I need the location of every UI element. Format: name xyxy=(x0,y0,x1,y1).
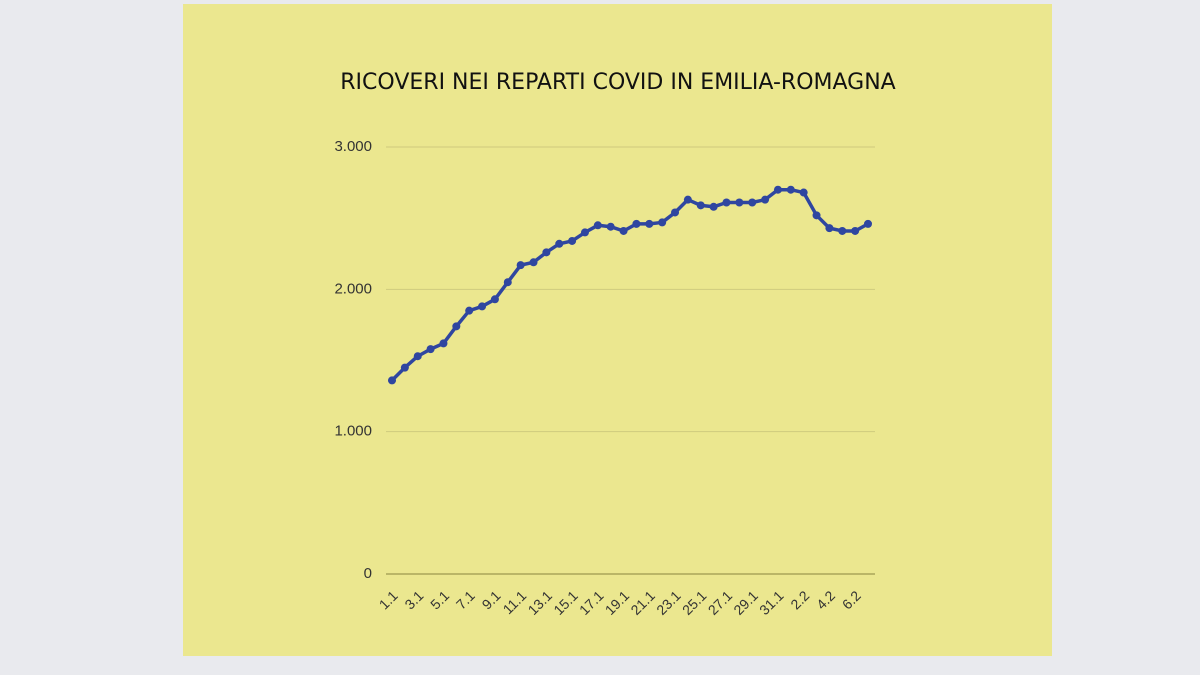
data-point xyxy=(606,222,615,231)
chart-panel xyxy=(183,4,1052,656)
data-point xyxy=(683,195,692,204)
data-point xyxy=(619,226,628,235)
data-point xyxy=(658,218,667,227)
data-point xyxy=(478,302,487,311)
y-tick-label: 2.000 xyxy=(334,280,372,297)
data-point xyxy=(542,248,551,257)
data-point xyxy=(555,239,564,248)
data-point xyxy=(825,224,834,233)
y-tick-label: 0 xyxy=(364,565,372,582)
data-point xyxy=(465,306,474,315)
data-point xyxy=(439,339,448,348)
data-point xyxy=(400,363,409,372)
data-point xyxy=(671,208,680,217)
data-point xyxy=(786,185,795,194)
data-point xyxy=(696,201,705,210)
data-point xyxy=(529,258,538,267)
data-point xyxy=(748,198,757,207)
data-point xyxy=(632,219,641,228)
data-point xyxy=(722,198,731,207)
data-point xyxy=(426,345,435,354)
data-point xyxy=(851,226,860,235)
data-point xyxy=(773,185,782,194)
data-point xyxy=(838,226,847,235)
data-point xyxy=(388,376,396,385)
data-point xyxy=(864,219,872,228)
y-tick-label: 3.000 xyxy=(334,138,372,155)
data-point xyxy=(568,236,577,245)
data-point xyxy=(812,211,821,220)
data-point xyxy=(761,195,770,204)
data-point xyxy=(709,202,718,211)
data-point xyxy=(593,221,602,230)
data-point xyxy=(799,188,808,197)
data-point xyxy=(490,295,499,304)
data-point xyxy=(503,278,512,287)
chart-title: RICOVERI NEI REPARTI COVID IN EMILIA-ROM… xyxy=(340,70,895,95)
y-tick-label: 1.000 xyxy=(334,423,372,440)
data-point xyxy=(580,228,589,237)
data-point xyxy=(413,352,422,361)
data-point xyxy=(735,198,744,207)
data-point xyxy=(452,322,461,331)
data-point xyxy=(516,261,525,270)
data-point xyxy=(645,219,654,228)
